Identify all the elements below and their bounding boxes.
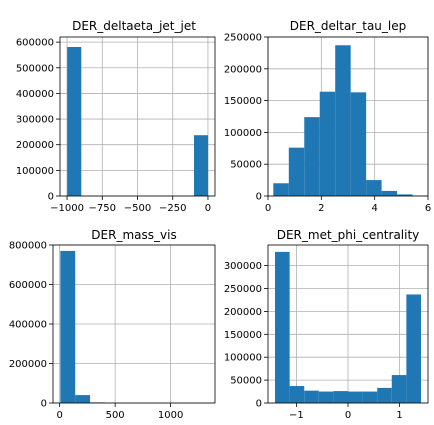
y-tick-label: 100000 [224, 128, 262, 139]
x-tick-label: 2 [318, 203, 324, 214]
y-tick-label: 100000 [16, 166, 54, 177]
histogram-panel-deltaeta-jet-jet: DER_deltaeta_jet_jet −1000 −750 −500 −250 0 0… [16, 19, 215, 214]
y-tick-label: 400000 [16, 89, 54, 100]
histogram-panel-deltar-tau-lep: DER_deltar_tau_lep 0 2 4 6 0 50000 100000 15000… [224, 19, 431, 214]
y-tick-label: 600000 [16, 38, 54, 49]
histogram-bar [273, 183, 288, 196]
histogram-panel-met-phi-centrality: DER_met_phi_centrality −1 0 1 0 50000 100000 1… [224, 228, 428, 421]
x-tick-label: 0 [265, 203, 271, 214]
x-tick-label: 1 [396, 410, 402, 421]
y-tick-label: 0 [256, 192, 262, 203]
histogram-bar [319, 392, 334, 403]
x-tick-label: 0 [56, 410, 62, 421]
y-tick-label: 250000 [224, 284, 262, 295]
y-tick-label: 50000 [230, 160, 262, 171]
histogram-bar [60, 251, 75, 403]
histogram-bar [290, 386, 305, 403]
y-tick-label: 600000 [9, 280, 47, 291]
panel-title: DER_deltaeta_jet_jet [72, 19, 196, 33]
histogram-bar [275, 252, 290, 403]
x-tick-label: 1000 [158, 410, 183, 421]
y-tick-label: 0 [256, 399, 262, 410]
panel-title: DER_deltar_tau_lep [290, 19, 406, 33]
y-tick-label: 100000 [224, 353, 262, 364]
y-tick-label: 50000 [230, 376, 262, 387]
y-tick-label: 200000 [224, 64, 262, 75]
x-tick-label: −1 [289, 410, 304, 421]
histogram-bar [194, 135, 208, 196]
histogram-bar [75, 395, 90, 403]
histogram-bar [333, 391, 348, 403]
histogram-bar [67, 47, 81, 196]
x-tick-label: −750 [89, 203, 116, 214]
histogram-bar [351, 92, 366, 196]
x-tick-label: −1000 [50, 203, 84, 214]
y-tick-label: 250000 [224, 33, 262, 44]
x-tick-label: −250 [159, 203, 186, 214]
x-tick-label: 0 [345, 410, 351, 421]
histogram-bar [377, 388, 392, 403]
y-tick-label: 500000 [16, 63, 54, 74]
panel-title: DER_met_phi_centrality [277, 228, 420, 242]
y-tick-label: 150000 [224, 330, 262, 341]
y-tick-label: 300000 [224, 261, 262, 272]
histogram-bar [304, 117, 319, 196]
x-tick-label: 0 [205, 203, 211, 214]
y-tick-label: 200000 [224, 307, 262, 318]
y-tick-label: 300000 [16, 115, 54, 126]
x-tick-label: −500 [124, 203, 151, 214]
histogram-bar [289, 148, 304, 196]
x-tick-label: 500 [106, 410, 125, 421]
histogram-bar [348, 392, 363, 403]
y-tick-label: 0 [48, 192, 54, 203]
histogram-bar [304, 391, 319, 403]
y-tick-label: 200000 [9, 359, 47, 370]
histogram-bar [382, 191, 397, 196]
x-tick-label: 4 [371, 203, 377, 214]
histogram-bar [406, 294, 421, 403]
histogram-bar [392, 375, 407, 403]
y-tick-label: 0 [41, 399, 47, 410]
histogram-bar [320, 92, 335, 196]
y-tick-label: 800000 [9, 241, 47, 252]
histogram-bar [363, 392, 378, 403]
panel-title: DER_mass_vis [91, 228, 176, 242]
y-tick-label: 200000 [16, 140, 54, 151]
x-tick-label: 6 [425, 203, 431, 214]
y-tick-label: 400000 [9, 320, 47, 331]
histogram-bar [335, 45, 350, 196]
histogram-bar [366, 180, 381, 196]
histogram-panel-mass-vis: DER_mass_vis 0 500 1000 0 200000 400000 600000… [9, 228, 215, 421]
y-tick-label: 150000 [224, 96, 262, 107]
